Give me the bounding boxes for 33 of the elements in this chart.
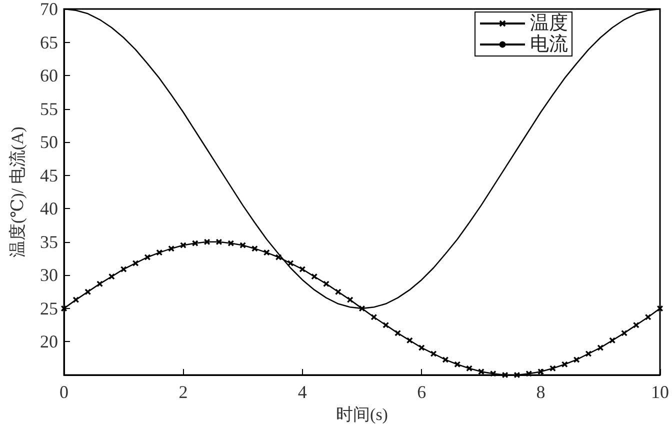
y-tick-label: 55 [40, 98, 58, 119]
y-tick-label: 40 [40, 198, 58, 219]
point [514, 372, 520, 378]
point [502, 372, 508, 378]
legend-label: 电流 [530, 33, 568, 55]
point [657, 305, 663, 312]
x-tick-label: 2 [178, 382, 188, 402]
y-tick-label: 50 [40, 132, 58, 152]
x-axis-title: 时间(s) [336, 404, 388, 424]
x-tick-label: 0 [60, 382, 68, 402]
point [108, 274, 115, 280]
y-tick-label: 65 [40, 32, 58, 52]
x-tick-label: 10 [651, 382, 669, 402]
legend-label: 温度 [530, 12, 568, 34]
point [204, 238, 210, 245]
y-tick-label: 25 [40, 298, 58, 318]
point [370, 314, 377, 320]
y-axis-title: 温度(℃)/ 电流(A) [8, 126, 27, 258]
y-tick-label: 60 [40, 66, 58, 86]
x-tick-label: 4 [298, 382, 307, 402]
point [359, 305, 365, 312]
y-tick-label: 35 [40, 232, 58, 252]
point [156, 250, 162, 256]
point [645, 314, 652, 320]
x-tick-label: 8 [536, 382, 546, 402]
point [61, 305, 67, 312]
y-tick-label: 45 [40, 165, 58, 186]
y-tick-label: 30 [40, 265, 58, 286]
point [264, 250, 270, 256]
point [216, 238, 222, 245]
y-tick-label: 70 [40, 0, 58, 19]
x-tick-label: 6 [417, 382, 426, 402]
y-tick-label: 20 [40, 332, 58, 352]
